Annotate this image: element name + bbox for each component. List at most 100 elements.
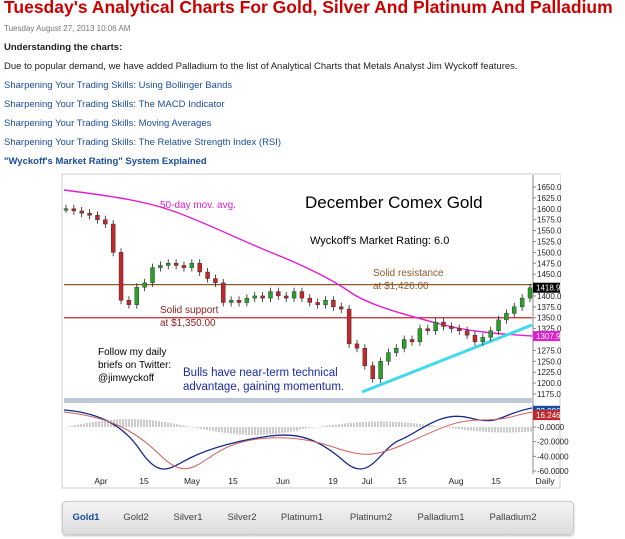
y-tick-label: -40.0000	[537, 452, 569, 461]
candle-body	[480, 337, 486, 342]
candle-body	[268, 291, 273, 299]
candle-body	[79, 210, 84, 214]
candle-body	[126, 300, 132, 305]
candle-body	[307, 297, 312, 303]
chart-title: December Comex Gold	[305, 193, 483, 212]
annotation: Solid resistance	[373, 268, 444, 279]
candle-body	[134, 287, 139, 305]
article-link[interactable]: Sharpening Your Trading Skills: The MACD…	[4, 99, 225, 110]
candle-body	[339, 306, 344, 310]
y-tick-label: 1450.0	[537, 270, 562, 279]
x-tick-label: 15	[397, 476, 407, 486]
candle-body	[87, 212, 92, 216]
tab[interactable]: Silver2	[227, 512, 257, 523]
candle-body	[150, 267, 155, 284]
candle-body	[205, 271, 210, 279]
candle-body	[331, 300, 336, 308]
tab[interactable]: Silver1	[173, 512, 203, 523]
y-tick-label: 1250.0	[537, 357, 562, 366]
article-link[interactable]: "Wyckoff's Market Rating" System Explain…	[4, 156, 207, 167]
candle-body	[244, 297, 250, 303]
tab[interactable]: Palladium1	[417, 512, 465, 523]
candle-body	[315, 302, 320, 305]
y-tick-label: -0.0000	[537, 423, 565, 432]
tab[interactable]: Platinum1	[280, 512, 324, 523]
y-tick-label: 1325.0	[537, 325, 562, 334]
x-tick-label: Daily	[536, 476, 556, 486]
y-tick-label: 1400.0	[537, 292, 562, 301]
y-tick-label: 1600.0	[537, 205, 562, 214]
y-tick-label: 1375.0	[537, 303, 562, 312]
candle-body	[346, 308, 352, 345]
candle-body	[197, 263, 202, 273]
candle-body	[299, 291, 305, 299]
candle-body	[213, 278, 218, 284]
ma-label: 50-day mov. avg.	[160, 200, 236, 211]
trend-line	[361, 323, 533, 394]
y-tick-label: 1500.0	[537, 248, 562, 257]
candle-body	[378, 361, 383, 379]
price-badge-label: 1307.9	[536, 332, 561, 341]
y-tick-label: -60.0000	[537, 467, 569, 476]
date: Tuesday August 27, 2013 10:06 AM	[4, 24, 131, 33]
candle-body	[173, 263, 179, 266]
tab[interactable]: Platinum2	[349, 512, 393, 523]
tab-bar: Gold1 Gold2 Silver1 Silver2 Platinum1 Platinu…	[62, 501, 574, 535]
article-link[interactable]: Sharpening Your Trading Skills: The Rela…	[4, 137, 282, 148]
price-badge-label: 1418.9	[536, 284, 561, 293]
price-badge	[533, 331, 560, 342]
candle-body	[252, 295, 257, 299]
x-tick-label: 19	[328, 476, 338, 486]
article-link[interactable]: Sharpening Your Trading Skills: Moving A…	[4, 118, 212, 129]
annotation: advantage, gaining momentum.	[183, 381, 344, 393]
candle-body	[284, 295, 289, 299]
candle-body	[441, 321, 446, 327]
annotation: @jimwyckoff	[98, 373, 154, 384]
candle-body	[449, 326, 454, 329]
macd-badge	[533, 410, 560, 421]
candle-body	[63, 208, 69, 211]
candle-body	[409, 339, 415, 342]
y-tick-label: 1625.0	[537, 194, 562, 203]
candle-body	[236, 300, 242, 303]
candle-body	[95, 215, 100, 220]
y-tick-label: 1225.0	[537, 368, 562, 377]
candle-body	[323, 300, 328, 305]
x-tick-label: 15	[139, 476, 149, 486]
tab[interactable]: Palladium2	[489, 512, 537, 523]
y-tick-label: 1525.0	[537, 237, 562, 246]
tab[interactable]: Gold1	[72, 512, 100, 523]
y-tick-label: 1350.0	[537, 314, 562, 323]
x-tick-label: Jul	[362, 476, 373, 486]
moving-average	[63, 189, 533, 337]
tab[interactable]: Gold2	[123, 512, 149, 523]
candle-body	[103, 219, 108, 225]
y-tick-label: 1175.0	[537, 390, 561, 399]
annotation: at $1,350.00	[160, 318, 216, 329]
y-tick-label: -20.0000	[537, 438, 569, 447]
candle-body	[221, 282, 226, 303]
y-tick-label: 1475.0	[537, 259, 562, 268]
rating: Wyckoff's Market Rating: 6.0	[310, 235, 449, 247]
section-heading: Understanding the charts:	[4, 42, 123, 53]
y-tick-label: 1650.0	[537, 183, 562, 192]
candle-body	[504, 313, 509, 321]
annotation: at $1,426.00	[373, 281, 429, 292]
candle-body	[370, 365, 375, 379]
macd-line	[63, 407, 533, 470]
candle-body	[142, 282, 147, 288]
candle-body	[519, 297, 525, 308]
x-tick-label: 15	[228, 476, 238, 486]
candle-body	[260, 295, 265, 299]
y-tick-label: 1200.0	[537, 379, 562, 388]
candle-body	[291, 291, 297, 299]
page-title: Tuesday's Analytical Charts For Gold, Si…	[4, 0, 613, 17]
candle-body	[425, 328, 430, 332]
candle-body	[433, 321, 438, 332]
candle-body	[386, 352, 391, 362]
x-tick-label: May	[184, 476, 201, 486]
candle-body	[394, 348, 399, 353]
article-link[interactable]: Sharpening Your Trading Skills: Using Bo…	[4, 80, 233, 91]
